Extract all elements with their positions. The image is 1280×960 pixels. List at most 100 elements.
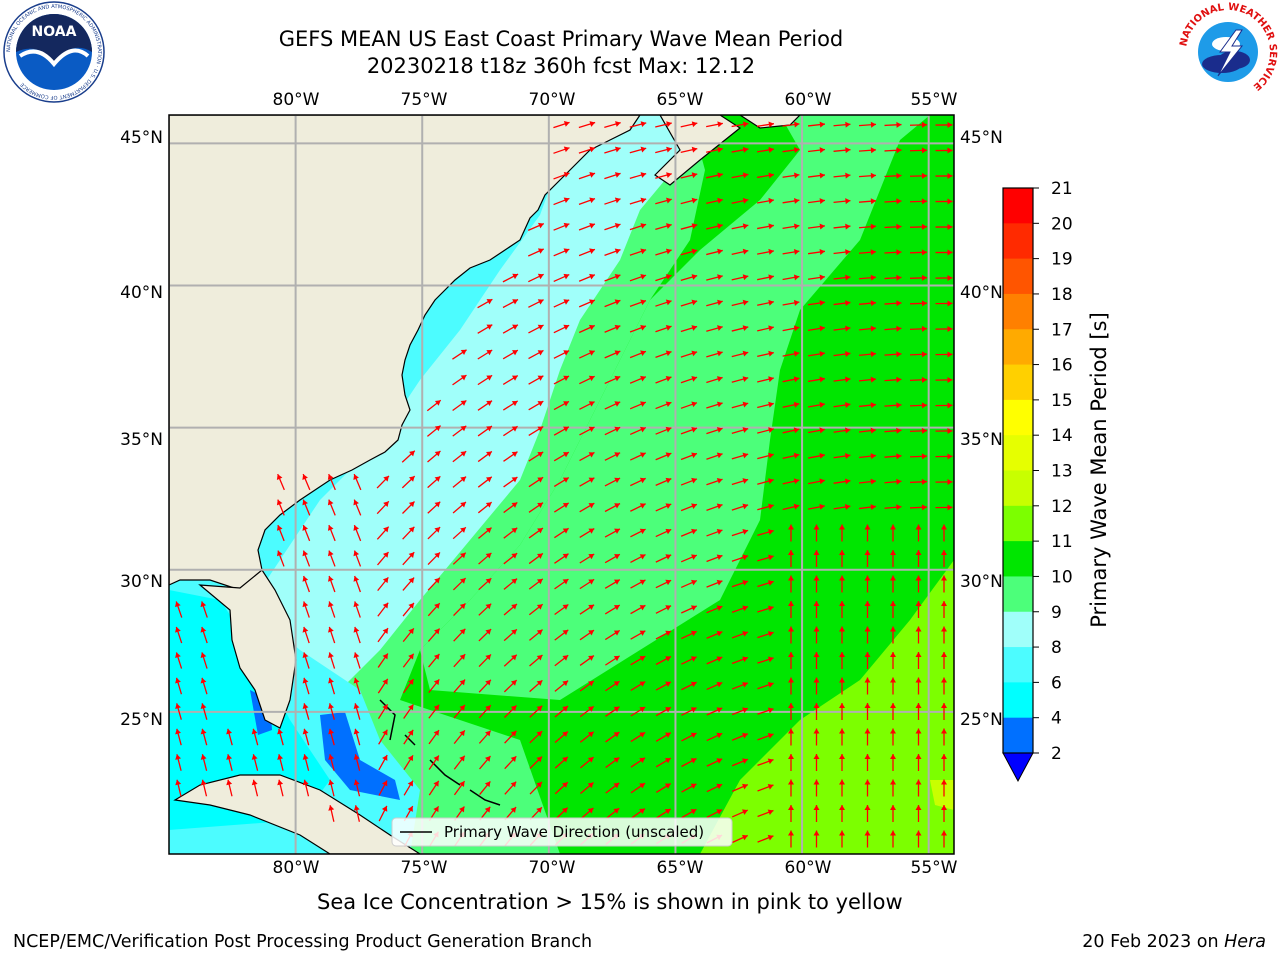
wave-arrow [655,503,672,512]
wave-arrow [782,198,800,204]
wave-arrow [378,780,388,796]
wave-arrow [813,779,820,797]
wave-arrow [935,351,953,358]
wave-arrow [579,528,595,538]
wave-arrow [915,601,922,618]
wave-arrow [353,626,361,644]
lon-labels-top: 80°W 75°W 70°W 65°W 60°W 55°W [273,90,958,110]
wave-arrow [200,779,208,797]
wave-arrow [813,677,820,695]
wave-arrow [554,553,569,564]
wave-arrow [629,274,647,282]
wave-arrow [605,756,620,769]
wave-arrow [604,528,621,538]
wave-arrow [858,351,877,358]
wave-arrow [503,603,518,616]
colorbar-tick-label: 15 [1051,391,1073,411]
wave-arrow [327,575,336,593]
wave-arrow [833,478,851,485]
wave-arrow [757,707,774,715]
wave-arrow [890,805,896,822]
wave-arrow [553,248,570,257]
wave-arrow [813,626,820,644]
wave-arrow [554,730,569,744]
wave-arrow [681,732,697,742]
wave-arrow [528,527,544,539]
wave-arrow [328,805,335,822]
wave-arrow [604,223,621,231]
wave-arrow [655,325,672,333]
wave-arrow [503,501,518,514]
wave-arrow [553,324,570,334]
wave-arrow [782,427,800,434]
wave-arrow [604,248,621,257]
wave-arrow [553,426,570,436]
colorbar-tick-label: 14 [1051,426,1073,446]
colorbar-segment [1003,435,1033,471]
wave-arrow [680,146,698,154]
wave-arrow [529,679,543,693]
wave-arrow [630,503,646,512]
wave-arrow [479,780,491,796]
wave-arrow [528,324,544,334]
wave-arrow [731,554,749,562]
wave-arrow [302,779,310,797]
wave-arrow [226,754,233,771]
colorbar-tick-label: 12 [1051,497,1073,517]
wave-arrow [731,707,749,716]
wave-arrow [706,325,723,332]
wave-arrow [890,677,896,695]
wave-arrow [680,401,698,409]
wave-arrow [402,653,415,668]
wave-arrow [655,757,672,768]
wave-arrow [890,703,896,720]
legend-label: Primary Wave Direction (unscaled) [444,823,704,841]
wave-arrow [839,524,845,542]
wave-arrow [757,274,774,281]
wave-arrow [604,197,621,205]
colorbar-segment [1003,611,1033,648]
wave-arrow [402,627,415,643]
wave-arrow [839,575,845,593]
wave-arrow [554,807,569,820]
wave-arrow [655,121,672,128]
wave-arrow [757,223,774,230]
wave-arrow [251,728,259,746]
wave-arrow [884,427,902,434]
wave-arrow [527,222,545,231]
wave-arrow [915,728,922,746]
wave-arrow [680,477,698,486]
wave-arrow [378,729,388,745]
wave-arrow [731,605,749,613]
wave-arrow [782,147,800,153]
wave-arrow [353,728,361,746]
wave-arrow [376,500,390,515]
wave-arrow [706,605,723,614]
wave-arrow [681,808,697,819]
wave-arrow [175,652,183,669]
wave-arrow [580,782,594,794]
wave-arrow [706,681,723,691]
wave-arrow [731,681,749,690]
wave-arrow [328,754,335,771]
wave-arrow [579,680,595,692]
wave-arrow [890,652,896,669]
wave-arrow [276,499,285,516]
wave-arrow [731,783,749,792]
wave-arrow [453,755,466,770]
wave-arrow [353,601,361,618]
wave-arrow [604,553,621,564]
wave-arrow [402,602,415,617]
wave-arrow [401,450,416,463]
wave-arrow [629,324,647,333]
wave-arrow [427,577,441,591]
wave-arrow [302,524,311,542]
wave-arrow [302,703,310,720]
wave-arrow [909,172,928,179]
wave-arrow [915,677,922,695]
wave-arrow [200,703,208,720]
wave-arrow [757,427,774,434]
wave-arrow [328,779,335,797]
wave-arrow [578,222,596,231]
wave-arrow [890,754,896,771]
